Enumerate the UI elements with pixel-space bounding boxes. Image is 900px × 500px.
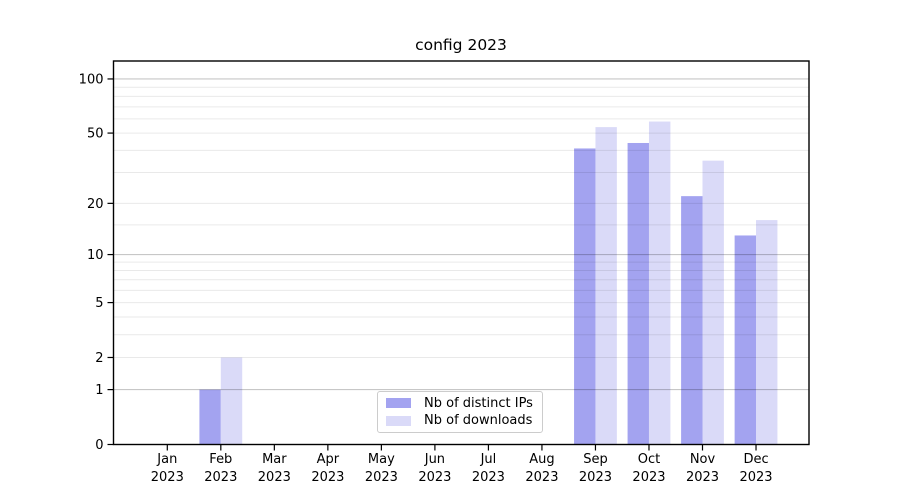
x-axis-tick-label-month: Aug [529,452,554,467]
x-axis-tick-label-year: 2023 [686,470,719,485]
y-axis-tick-label: 20 [87,197,104,212]
x-axis-tick-label-year: 2023 [525,470,558,485]
y-axis-tick-label: 10 [87,248,104,263]
x-axis-tick-label-month: Sep [583,452,608,467]
x-axis-tick-label-month: May [368,452,395,467]
x-axis-tick-label-year: 2023 [365,470,398,485]
bar-distinct-ips-dec [734,235,757,445]
legend-swatch-distinct-ips [386,398,411,409]
bar-distinct-ips-oct [627,142,649,445]
x-axis-tick-label-month: Jan [156,452,177,467]
y-axis-tick-label: 5 [95,296,103,311]
x-axis-tick-label-month: Apr [317,452,340,467]
x-axis-tick-label-month: Feb [209,452,232,467]
bar-distinct-ips-nov [681,196,703,445]
axes-spines [112,60,810,446]
legend-swatch-downloads [386,415,411,426]
bar-distinct-ips-sep [574,148,596,445]
x-axis-tick-label-year: 2023 [258,470,291,485]
chart-title: config 2023 [415,36,507,54]
x-axis-tick-label-year: 2023 [472,470,505,485]
x-axis-tick-label-year: 2023 [204,470,237,485]
legend-label-distinct-ips: Nb of distinct IPs [424,395,533,411]
bar-downloads-nov [702,160,724,445]
legend-item-distinct-ips: Nb of distinct IPs [378,396,542,411]
x-axis-tick-label-year: 2023 [418,470,451,485]
x-axis-tick-label-month: Dec [743,452,768,467]
legend-label-downloads: Nb of downloads [424,413,533,429]
y-axis-tick-label: 2 [95,351,103,366]
x-axis-tick-label-month: Jun [424,452,445,467]
x-axis-tick-label-month: Nov [690,452,716,467]
x-axis-tick-label-year: 2023 [151,470,184,485]
x-axis-tick-label-year: 2023 [739,470,772,485]
y-axis-tick-label: 0 [95,438,103,453]
x-axis-tick-label-month: Oct [638,452,660,467]
bar-downloads-oct [648,121,671,445]
y-axis-tick-label: 50 [87,127,104,142]
y-axis-tick-label: 1 [95,383,103,398]
bar-downloads-feb [220,357,243,445]
x-axis-tick-label-year: 2023 [579,470,612,485]
x-axis-tick-label-month: Mar [262,452,287,467]
bar-downloads-dec [756,220,778,445]
x-axis-tick-label-month: Jul [480,452,497,467]
x-axis-tick-label-year: 2023 [632,470,665,485]
bar-distinct-ips-feb [199,389,221,445]
x-axis-tick-label-year: 2023 [311,470,344,485]
legend-item-downloads: Nb of downloads [378,413,542,428]
y-axis-tick-label: 100 [79,72,104,87]
bar-downloads-sep [595,127,617,445]
legend: Nb of distinct IPs Nb of downloads [377,391,543,433]
